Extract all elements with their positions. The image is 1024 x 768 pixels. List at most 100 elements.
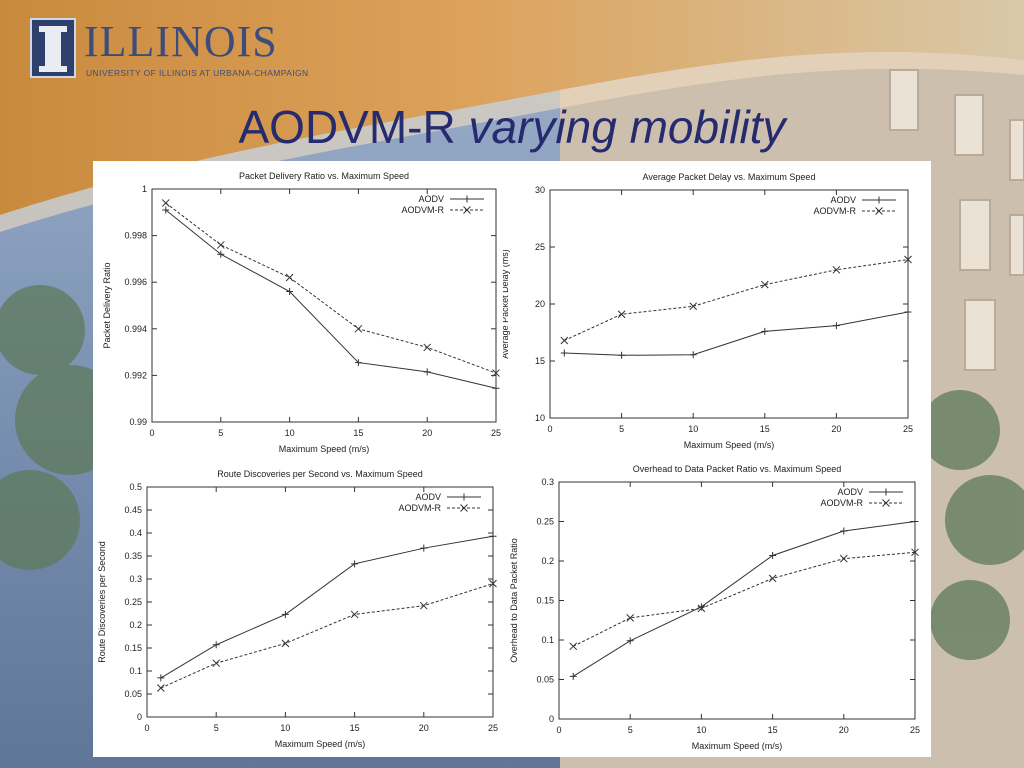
data-point-aodv: [904, 308, 912, 316]
y-tick-label: 0.15: [536, 596, 554, 606]
data-point-aodv: [697, 603, 705, 611]
legend-label: AODVM-R: [814, 206, 857, 216]
data-point-aodv: [689, 351, 697, 359]
y-tick-label: 0.35: [124, 551, 142, 561]
x-tick-label: 15: [768, 725, 778, 735]
x-tick-label: 25: [910, 725, 920, 735]
y-tick-label: 1: [142, 184, 147, 194]
series-line-aodvm-r: [165, 202, 497, 374]
data-point-aodvm-r: [832, 265, 841, 274]
x-axis-label: Maximum Speed (m/s): [684, 440, 775, 450]
y-tick-label: 0: [137, 712, 142, 722]
y-tick-label: 0.25: [536, 517, 554, 527]
data-point-aodvm-r: [569, 642, 578, 651]
logo-subtitle: UNIVERSITY OF ILLINOIS AT URBANA-CHAMPAI…: [86, 68, 309, 78]
y-tick-label: 0.3: [541, 477, 554, 487]
data-point-aodv: [769, 551, 777, 559]
y-axis-label: Average Packet Delay (ms): [503, 249, 510, 358]
y-tick-label: 10: [535, 413, 545, 423]
data-point-aodvm-r: [617, 310, 626, 319]
slide-title-main: AODVM-R: [238, 101, 456, 153]
legend-label: AODVM-R: [402, 205, 445, 215]
x-tick-label: 10: [696, 725, 706, 735]
legend-marker: [460, 504, 468, 512]
data-point-aodv: [492, 384, 500, 392]
y-axis-label: Route Discoveries per Second: [97, 541, 107, 663]
y-tick-label: 20: [535, 299, 545, 309]
data-point-aodv: [423, 368, 431, 376]
y-tick-label: 0.1: [541, 635, 554, 645]
legend-marker: [463, 206, 471, 214]
y-tick-label: 0.2: [129, 620, 142, 630]
x-tick-label: 20: [831, 424, 841, 434]
series-line-aodv: [572, 521, 916, 677]
x-tick-label: 10: [688, 424, 698, 434]
chart-title: Route Discoveries per Second vs. Maximum…: [217, 469, 423, 479]
x-axis-label: Maximum Speed (m/s): [279, 444, 370, 454]
x-tick-label: 25: [491, 428, 501, 438]
x-axis-label: Maximum Speed (m/s): [275, 739, 366, 749]
y-tick-label: 0.998: [124, 231, 147, 241]
x-tick-label: 15: [353, 428, 363, 438]
chart-route-discoveries: 0 5 10 15 20 25 0 0.05 0.1 0.15 0.2 0.25 0.3 0.35 0.4 0…: [97, 469, 498, 749]
y-tick-label: 0.992: [124, 370, 147, 380]
data-point-aodvm-r: [689, 302, 698, 311]
x-tick-label: 15: [350, 723, 360, 733]
y-tick-label: 0.996: [124, 277, 147, 287]
data-point-aodvm-r: [626, 614, 635, 622]
series-line-aodv: [160, 535, 494, 679]
column-logo-icon: [30, 18, 76, 78]
y-tick-label: 0.45: [124, 505, 142, 515]
legend-marker: [875, 207, 883, 215]
data-point-aodv: [157, 674, 165, 682]
y-tick-label: 0.05: [536, 675, 554, 685]
y-tick-label: 15: [535, 356, 545, 366]
y-tick-label: 0.5: [129, 482, 142, 492]
legend-marker: [460, 493, 468, 501]
legend-label: AODV: [418, 194, 444, 204]
x-tick-label: 15: [760, 424, 770, 434]
data-point-aodvm-r: [768, 574, 777, 583]
slide-title-italic: varying mobility: [468, 101, 786, 153]
data-point-aodvm-r: [839, 554, 848, 563]
series-line-aodvm-r: [160, 583, 494, 689]
data-point-aodv: [489, 532, 497, 540]
plot-frame: [151, 188, 497, 423]
data-point-aodvm-r: [350, 610, 359, 619]
data-point-aodvm-r: [285, 273, 294, 282]
data-point-aodvm-r: [492, 369, 500, 377]
x-tick-label: 20: [839, 725, 849, 735]
series-line-aodvm-r: [564, 259, 909, 341]
data-point-aodvm-r: [697, 604, 706, 613]
x-axis-label: Maximum Speed (m/s): [692, 741, 783, 751]
y-tick-label: 0: [549, 714, 554, 724]
y-axis-label: Overhead to Data Packet Ratio: [509, 538, 519, 663]
legend-label: AODV: [830, 195, 856, 205]
data-point-aodv: [626, 637, 634, 645]
series-line-aodvm-r: [573, 551, 916, 647]
illinois-logo: ILLINOIS UNIVERSITY OF ILLINOIS AT URBAN…: [22, 14, 308, 84]
data-point-aodvm-r: [560, 336, 569, 345]
data-point-aodv: [560, 349, 568, 357]
x-tick-label: 5: [628, 725, 633, 735]
chart-average-packet-delay: 0 5 10 15 20 25 10 15 20 25 30 Average Packet Delay…: [503, 172, 913, 450]
legend-marker: [882, 488, 890, 496]
data-point-aodv: [351, 560, 359, 568]
x-tick-label: 0: [556, 725, 561, 735]
data-point-aodvm-r: [419, 601, 428, 610]
data-point-aodv: [217, 250, 225, 258]
data-point-aodvm-r: [911, 548, 919, 557]
y-tick-label: 0.15: [124, 643, 142, 653]
x-tick-label: 10: [280, 723, 290, 733]
y-tick-label: 30: [535, 185, 545, 195]
legend-marker: [463, 195, 471, 203]
chart-packet-delivery-ratio: 0 5 10 15 20 25 0.99 0.992 0.994 0.996 0.998 1 Packe…: [102, 171, 501, 454]
x-tick-label: 25: [488, 723, 498, 733]
data-point-aodvm-r: [281, 639, 290, 648]
data-point-aodv: [212, 641, 220, 649]
x-tick-label: 25: [903, 424, 913, 434]
x-tick-label: 5: [619, 424, 624, 434]
y-axis-label: Packet Delivery Ratio: [102, 262, 112, 348]
data-point-aodv: [761, 327, 769, 335]
legend-marker: [875, 196, 883, 204]
